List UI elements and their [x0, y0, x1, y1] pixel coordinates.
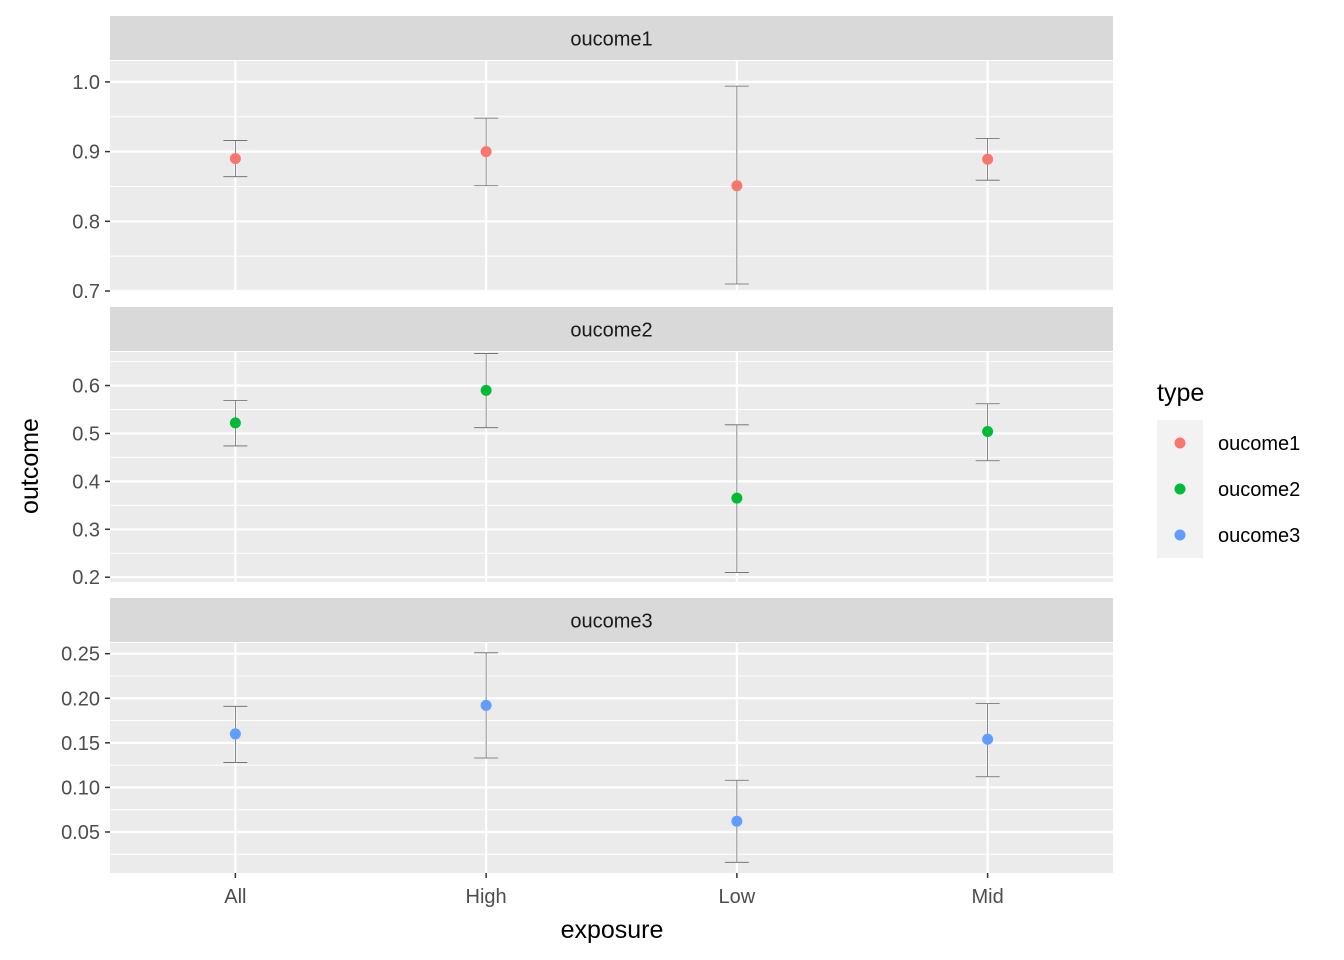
facet-strip-label: oucome2 [570, 320, 652, 342]
data-point [731, 815, 743, 827]
legend-key [1174, 483, 1186, 495]
y-tick-label: 1.0 [72, 72, 100, 94]
panel-background [110, 643, 1113, 873]
legend-key [1174, 529, 1186, 541]
data-point [731, 492, 743, 504]
legend-title: type [1157, 379, 1204, 407]
data-point [480, 699, 492, 711]
y-tick-label: 0.6 [72, 376, 100, 398]
data-point [229, 417, 241, 429]
panel-background [110, 352, 1113, 582]
data-point [229, 153, 241, 165]
y-tick-label: 0.8 [72, 211, 100, 233]
y-tick-label: 0.7 [72, 281, 100, 303]
legend-label: oucome3 [1218, 525, 1300, 547]
x-tick-label: Low [719, 886, 756, 908]
x-axis-title: exposure [561, 916, 664, 944]
data-point [480, 384, 492, 396]
facet-strip [110, 16, 1113, 60]
y-tick-label: 0.15 [61, 733, 100, 755]
panel-background [110, 61, 1113, 291]
x-tick-label: All [224, 886, 246, 908]
facet-panels: oucome1 0.7 0.8 0.9 1.0 oucome2 0.2 0.3 0.4 0.5 0.… [61, 16, 1113, 873]
y-tick-label: 0.9 [72, 142, 100, 164]
legend-key [1174, 437, 1186, 449]
facet-strip [110, 598, 1113, 642]
legend-item: oucome1 [1174, 433, 1300, 455]
legend-label: oucome1 [1218, 433, 1300, 455]
x-tick-label: High [466, 886, 507, 908]
facet-oucome1: oucome1 0.7 0.8 0.9 1.0 [72, 16, 1113, 303]
data-point [982, 733, 994, 745]
legend-items: oucome1 oucome2 oucome3 [1174, 433, 1300, 547]
data-point [982, 153, 994, 165]
legend: type oucome1 oucome2 oucome3 [1157, 379, 1300, 558]
facet-strip-label: oucome1 [570, 29, 652, 51]
y-axis-title: outcome [16, 418, 44, 514]
legend-item: oucome2 [1174, 479, 1300, 501]
facet-oucome2: oucome2 0.2 0.3 0.4 0.5 0.6 [72, 307, 1113, 589]
y-tick-label: 0.05 [61, 822, 100, 844]
legend-item: oucome3 [1174, 525, 1300, 547]
data-point [982, 426, 994, 438]
facet-strip [110, 307, 1113, 351]
data-point [480, 146, 492, 158]
facet-oucome3: oucome3 0.05 0.10 0.15 0.20 0.25 [61, 598, 1113, 873]
y-tick-label: 0.10 [61, 777, 100, 799]
y-tick-label: 0.2 [72, 567, 100, 589]
y-tick-label: 0.4 [72, 471, 100, 493]
y-tick-label: 0.20 [61, 688, 100, 710]
y-tick-label: 0.3 [72, 519, 100, 541]
data-point [731, 180, 743, 192]
x-tick-label: Mid [972, 886, 1004, 908]
x-axis: All High Low Mid [224, 873, 1004, 908]
legend-label: oucome2 [1218, 479, 1300, 501]
y-tick-label: 0.25 [61, 644, 100, 666]
y-tick-label: 0.5 [72, 423, 100, 445]
facet-strip-label: oucome3 [570, 611, 652, 633]
data-point [229, 728, 241, 740]
